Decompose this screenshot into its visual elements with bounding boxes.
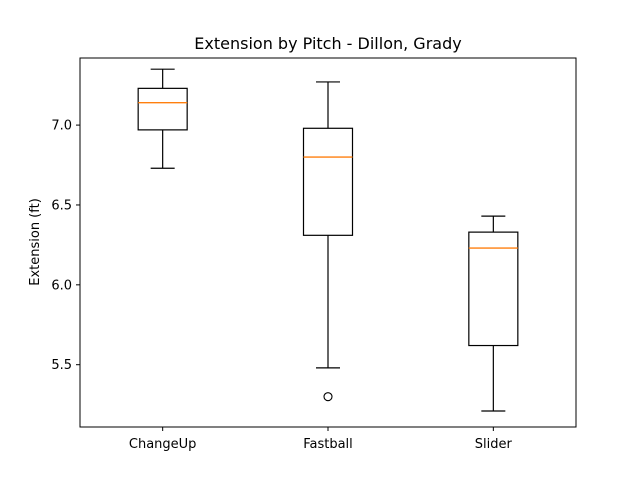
- plot-frame: [79, 57, 577, 428]
- box-changeup: [137, 87, 188, 131]
- y-tick-label: 7.0: [51, 119, 72, 134]
- chart-marks: 5.5 6.0 6.5 7.0 ChangeUp Fastball Slider: [51, 68, 519, 452]
- box-slider: [468, 231, 519, 347]
- y-tick-label: 5.5: [51, 358, 72, 373]
- chart-title: Extension by Pitch - Dillon, Grady: [194, 34, 461, 53]
- y-tick-label: 6.5: [51, 198, 72, 213]
- box-fastball: [302, 127, 354, 236]
- y-axis-label: Extension (ft): [28, 198, 43, 286]
- x-tick-label: Slider: [475, 437, 513, 452]
- outlier-point: [323, 392, 333, 402]
- x-tick-label: Fastball: [303, 437, 353, 452]
- x-tick-label: ChangeUp: [129, 437, 197, 452]
- y-tick-label: 6.0: [51, 278, 72, 293]
